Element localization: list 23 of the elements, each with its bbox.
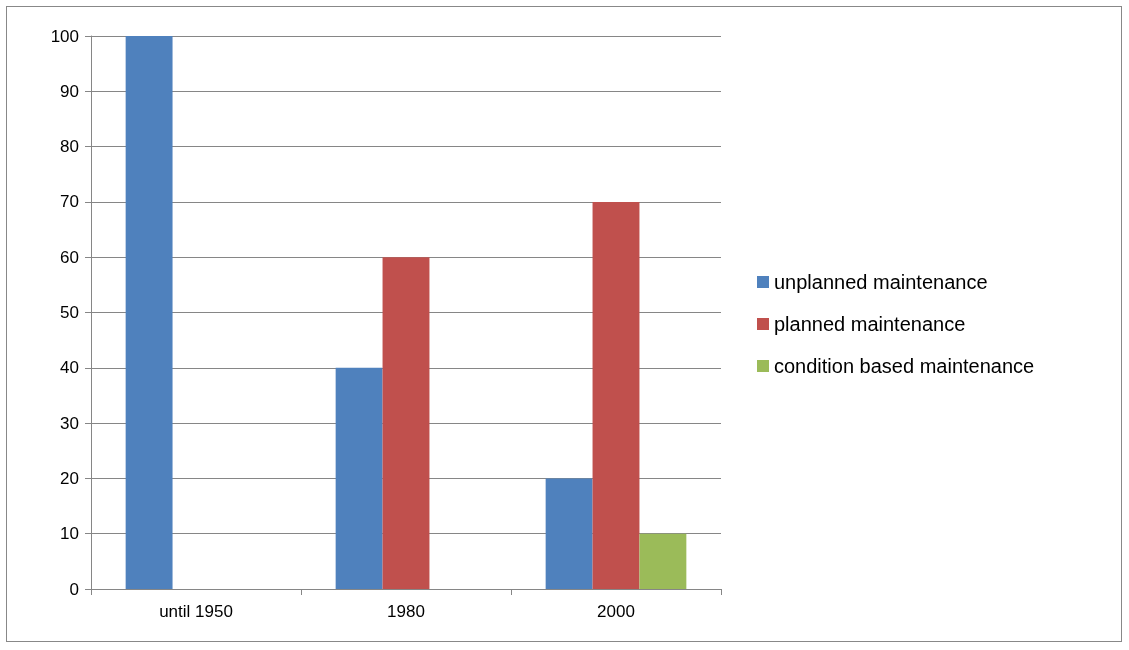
y-tick-label: 20: [60, 468, 79, 488]
x-tick-label: 2000: [597, 602, 635, 621]
y-tick-label: 80: [60, 137, 79, 157]
x-tick-label: 1980: [387, 602, 425, 621]
y-tick-label: 30: [60, 413, 79, 433]
y-tick-label: 70: [60, 192, 79, 212]
y-tick-label: 50: [60, 303, 79, 322]
y-tick-label: 40: [60, 358, 79, 378]
y-tick-label: 10: [60, 524, 79, 544]
y-tick-label: 0: [69, 579, 79, 599]
bar: [592, 201, 640, 589]
bar: [639, 533, 687, 589]
y-tick-label: 90: [60, 81, 79, 101]
x-tick-label: until 1950: [159, 602, 233, 621]
y-tick-label: 100: [50, 26, 79, 46]
bar: [125, 36, 173, 589]
bar: [545, 478, 593, 589]
y-tick-label: 60: [60, 247, 79, 267]
bar: [382, 257, 430, 589]
legend-label: planned maintenance: [774, 313, 966, 335]
bar: [335, 367, 383, 589]
legend-label: unplanned maintenance: [774, 271, 988, 293]
legend-label: condition based maintenance: [774, 355, 1035, 377]
